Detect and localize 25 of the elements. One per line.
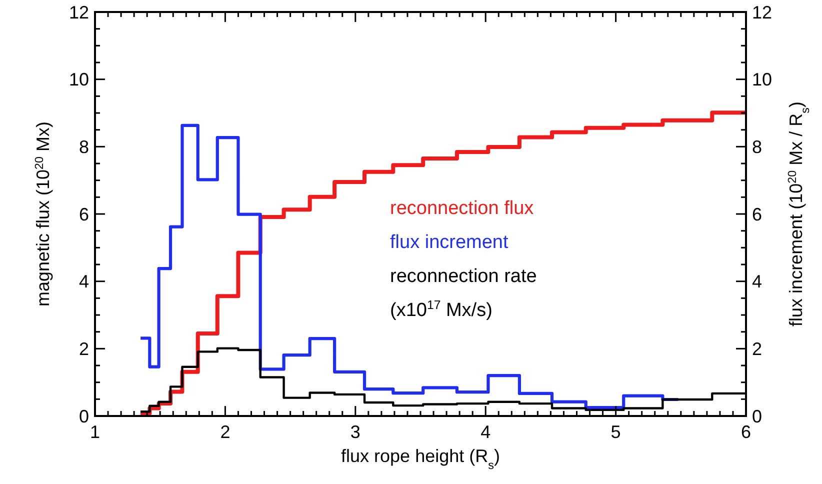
text: reconnection rate	[390, 266, 537, 287]
x-tick-label: 1	[90, 422, 100, 442]
x-tick-label: 6	[740, 422, 752, 442]
y2-tick-label: 4	[752, 272, 762, 292]
y2-tick-label: 6	[752, 204, 762, 224]
y-tick-label: 6	[78, 204, 89, 224]
x-axis-title: flux rope height (R$_{s}$)	[341, 446, 500, 472]
x-tick-label: 3	[350, 422, 360, 442]
annotation: (x10$^{17}$ Mx/s)	[390, 298, 492, 321]
y-tick-label: 4	[78, 272, 89, 292]
y2-tick-label: 8	[752, 136, 762, 157]
x-tick-label: 2	[220, 422, 230, 442]
y2-tick-label: 2	[752, 338, 762, 359]
y2-tick-label: 10	[752, 70, 772, 90]
y2-tick-label: 0	[752, 406, 762, 426]
y2-tick-label: 12	[752, 2, 772, 22]
text: flux increment	[390, 232, 509, 253]
y-tick-label: 2	[78, 338, 89, 359]
x-tick-label: 5	[610, 422, 621, 442]
y-tick-label: 10	[68, 70, 89, 90]
y-tick-label: 0	[78, 406, 89, 426]
x-tick-label: 4	[480, 422, 491, 442]
series-label: reconnection flux	[390, 198, 534, 219]
y-tick-label: 12	[68, 2, 89, 22]
y-tick-label: 8	[78, 136, 89, 157]
